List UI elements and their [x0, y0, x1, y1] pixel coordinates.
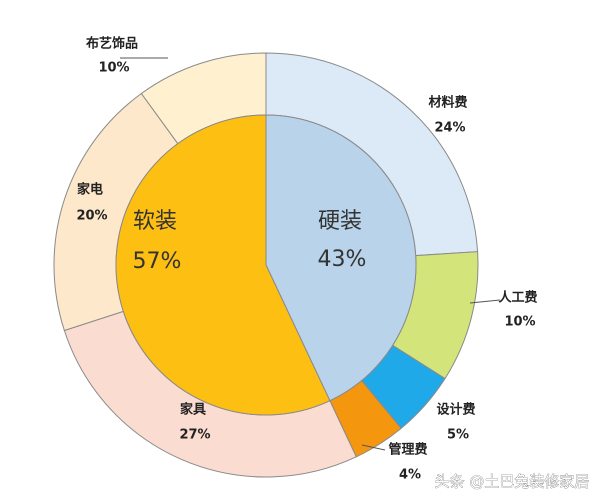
inner-label: 软装	[133, 209, 177, 234]
leader-line	[361, 444, 386, 451]
watermark: 头条 @土巴兔装修家居	[435, 473, 590, 491]
inner-value-label: 57%	[133, 249, 182, 274]
outer-value-label: 24%	[434, 121, 465, 136]
outer-value-label: 4%	[399, 468, 421, 483]
outer-label: 家具	[180, 402, 206, 418]
inner-slice	[115, 114, 331, 416]
leader-line	[469, 299, 501, 304]
inner-value-label: 43%	[318, 247, 367, 272]
inner-label: 硬装	[318, 209, 362, 234]
outer-value-label: 10%	[98, 61, 129, 76]
outer-value-label: 27%	[179, 428, 210, 443]
outer-label: 管理费	[388, 442, 427, 458]
outer-label: 材料费	[428, 95, 467, 111]
outer-label: 家电	[77, 182, 103, 198]
inner-slice	[265, 114, 417, 402]
outer-label: 设计费	[436, 402, 475, 418]
outer-label: 人工费	[498, 290, 537, 306]
outer-value-label: 10%	[504, 315, 535, 330]
outer-value-label: 20%	[76, 209, 107, 224]
outer-label: 布艺饰品	[86, 36, 138, 52]
outer-value-label: 5%	[447, 428, 469, 443]
